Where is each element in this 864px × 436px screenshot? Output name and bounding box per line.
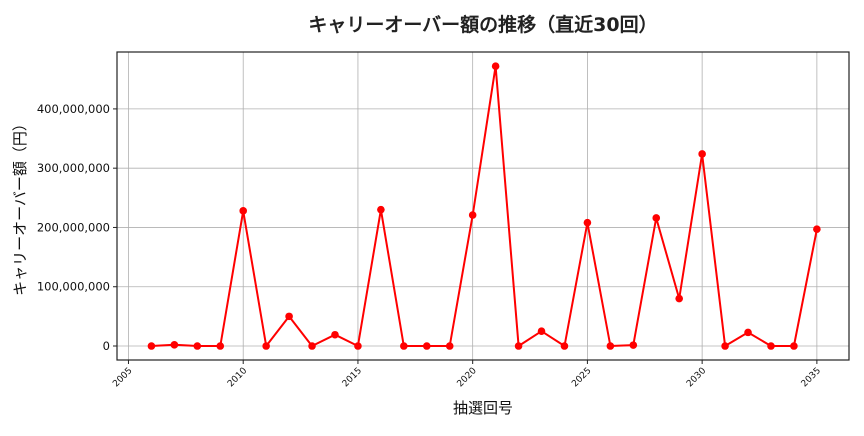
data-point [606,342,615,350]
data-point [170,341,179,349]
data-point [583,218,592,227]
data-point [377,205,385,214]
y-tick-label: 300,000,000 [37,161,110,175]
data-point [560,342,569,350]
gridlines [117,52,849,360]
x-axis-label: 抽選回号 [453,399,513,417]
data-point [216,342,225,350]
chart-title: キャリーオーバー額の推移（直近30回） [308,13,657,36]
data-point [767,342,775,350]
data-point [698,150,706,158]
data-point [468,211,477,219]
y-axis-ticks: 0 100,000,000 200,000,000 300,000,000 400,00… [37,102,117,353]
x-tick-label: 2015 [341,366,364,389]
y-axis-label: キャリーオーバー額（円） [11,116,29,296]
x-tick-label: 2035 [800,366,823,389]
data-point [491,62,500,71]
data-point [744,328,752,337]
x-tick-label: 2025 [570,366,593,389]
data-point [308,342,316,350]
data-point [262,342,270,350]
plot-frame [116,51,850,361]
data-point [629,341,638,349]
data-point [147,342,156,350]
data-point [354,342,362,350]
x-tick-label: 2020 [456,366,479,389]
data-point [813,225,821,234]
data-point [675,294,683,303]
data-point [422,342,431,350]
y-tick-label: 200,000,000 [37,220,110,234]
data-point [285,312,293,321]
x-tick-label: 2010 [226,366,249,389]
x-tick-label: 2005 [111,366,134,389]
data-point [652,214,661,222]
data-point [331,330,339,339]
data-point [193,342,202,350]
data-series [147,62,821,350]
y-tick-label: 400,000,000 [37,102,110,116]
data-point [239,207,248,215]
x-tick-label: 2030 [685,366,708,389]
data-point [537,327,546,335]
y-tick-label: 100,000,000 [37,280,110,294]
series-line [151,65,818,347]
x-axis-ticks: 2005 2010 2015 2020 2025 2030 2035 [111,360,823,389]
data-point [445,342,454,350]
y-tick-label: 0 [103,339,110,353]
data-point [721,342,729,350]
data-point [514,342,523,350]
data-point [790,342,798,350]
data-point [400,342,408,350]
